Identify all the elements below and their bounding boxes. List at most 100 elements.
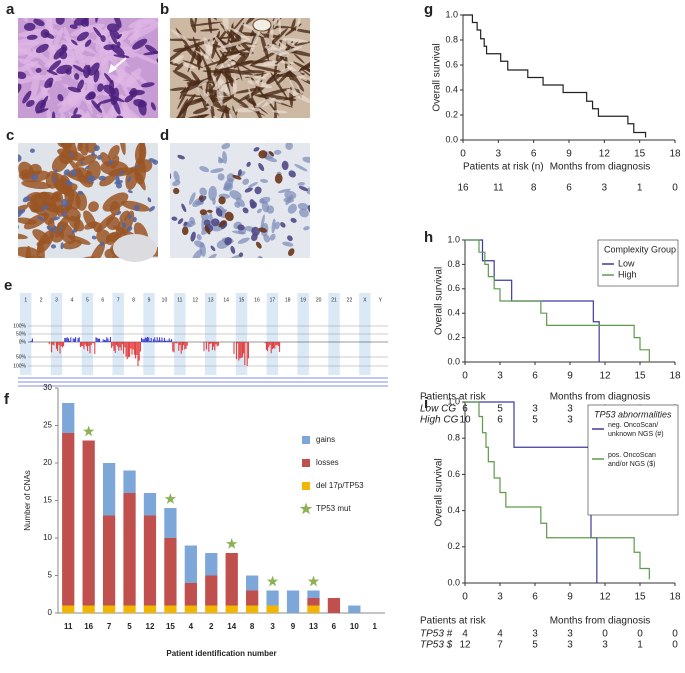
vessel	[252, 18, 272, 32]
x-tick-label: 12	[599, 149, 611, 160]
x-tick-label: 16	[84, 622, 93, 631]
cell	[237, 60, 254, 67]
risk-value: 6	[566, 183, 572, 194]
cell	[26, 65, 36, 79]
x-axis-label: Months from diagnosis	[550, 162, 651, 173]
cell	[66, 0, 78, 3]
chromosome-label: 10	[162, 297, 168, 303]
cell	[33, 18, 45, 27]
cell	[217, 79, 224, 100]
cell	[281, 160, 289, 171]
cell	[249, 50, 279, 67]
cell	[26, 99, 35, 107]
bar-segment	[327, 598, 341, 613]
cell	[64, 180, 74, 186]
cell	[255, 241, 262, 249]
cell	[172, 180, 181, 187]
y-tick-label: 0.2	[447, 332, 460, 342]
cell	[218, 156, 224, 164]
x-tick-label: 10	[350, 622, 359, 631]
cell	[273, 149, 282, 155]
cell	[116, 210, 122, 216]
cell	[57, 94, 64, 102]
x-tick-label: 13	[309, 622, 318, 631]
cell	[173, 187, 180, 195]
cell	[18, 36, 53, 46]
cell	[88, 62, 100, 76]
cell	[243, 274, 251, 282]
x-tick-label: 9	[567, 592, 573, 603]
x-tick-label: 12	[599, 371, 611, 382]
y-tick-label: 10	[43, 533, 52, 542]
x-tick-label: 2	[209, 622, 214, 631]
risk-value: 16	[457, 183, 469, 194]
cell	[196, 234, 202, 241]
cell	[238, 252, 244, 258]
cell	[84, 39, 92, 47]
cell	[172, 55, 184, 64]
cell	[170, 87, 186, 91]
cell	[181, 94, 204, 98]
cell	[288, 248, 295, 257]
cell	[265, 143, 270, 144]
cell	[203, 37, 213, 55]
cell	[46, 259, 70, 282]
cell	[70, 114, 82, 118]
cell	[224, 105, 230, 118]
cell	[263, 234, 271, 243]
cell	[189, 268, 198, 275]
tp53-star	[307, 575, 320, 587]
cell	[280, 60, 295, 65]
cell	[192, 107, 209, 115]
cell	[18, 217, 37, 225]
cell	[70, 0, 80, 12]
cell	[286, 41, 296, 48]
cell	[134, 165, 139, 168]
cell	[150, 102, 156, 111]
cell	[178, 103, 188, 118]
bar-segment	[307, 605, 320, 613]
cell	[178, 114, 208, 118]
panel-label: g	[424, 1, 433, 18]
chromosome-label: 11	[177, 297, 182, 303]
y-tick-label: 0.6	[447, 469, 460, 479]
cell	[96, 114, 110, 118]
cell	[290, 217, 297, 223]
cell	[132, 216, 137, 223]
y-axis-label: Overall survival	[432, 43, 443, 111]
cell	[242, 207, 249, 214]
y-tick-label: 0.0	[445, 134, 458, 144]
cell	[307, 205, 310, 215]
cell	[223, 178, 234, 191]
cell	[260, 196, 271, 204]
risk-value: 3	[602, 640, 608, 651]
cell	[244, 187, 253, 193]
cell	[189, 216, 195, 224]
cell	[182, 4, 202, 16]
cell	[244, 269, 254, 278]
cell	[269, 233, 276, 241]
cell	[242, 8, 259, 16]
survival-curve	[465, 239, 600, 362]
cell	[126, 226, 133, 232]
bar-segment	[102, 605, 116, 613]
cell	[92, 0, 111, 17]
cell	[173, 116, 178, 118]
panel-label: d	[160, 127, 169, 144]
cell	[260, 178, 269, 183]
chromosome-label: 20	[316, 297, 322, 303]
cell	[48, 60, 62, 72]
cell	[222, 46, 254, 58]
cell	[40, 191, 57, 212]
cell	[206, 209, 213, 213]
chromosome-label: 9	[148, 297, 151, 303]
chromosome-label: 6	[101, 297, 104, 303]
cell	[93, 26, 103, 38]
cell	[192, 249, 203, 258]
cell	[215, 61, 236, 69]
cell	[265, 69, 280, 85]
cell	[161, 205, 166, 210]
x-tick-label: 3	[497, 592, 503, 603]
cell	[119, 170, 124, 176]
cell	[298, 185, 309, 192]
